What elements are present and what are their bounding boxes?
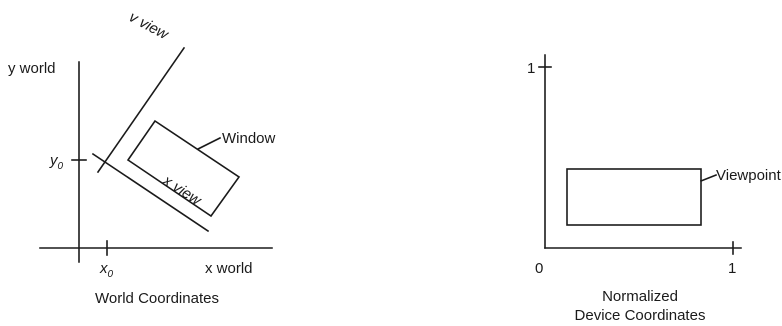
ndc-y-tick-label: 1 — [527, 60, 535, 77]
ndc-viewport-rect — [566, 168, 702, 226]
v-view-axis — [96, 46, 186, 174]
ndc-caption-line2: Device Coordinates — [575, 307, 706, 324]
ndc-origin-label: 0 — [535, 260, 543, 277]
window-label: Window — [222, 130, 276, 147]
world-caption: World Coordinates — [95, 290, 219, 307]
v-view-label: v view — [126, 9, 172, 44]
world-x0-label: x0 — [99, 260, 114, 280]
world-window-rect — [126, 119, 241, 218]
ndc-panel: 1 1 0 Viewpoint Normalized Device Coordi… — [527, 54, 782, 324]
world-x0-letter: x — [99, 260, 108, 277]
ndc-x-tick-label: 1 — [728, 260, 736, 277]
world-y0-letter: y — [49, 152, 59, 169]
world-x0-subscript: 0 — [108, 269, 114, 280]
ndc-caption-line1: Normalized — [602, 288, 678, 305]
world-coordinates-panel: y world x world y0 x0 v view x view Wind… — [8, 9, 276, 307]
x-view-axis — [91, 152, 210, 233]
viewport-label: Viewpoint — [716, 167, 782, 184]
viewport-leader-line — [699, 173, 718, 183]
window-leader-line — [196, 136, 222, 151]
x-view-label: x view — [159, 172, 205, 210]
world-y-axis-label: y world — [8, 60, 56, 77]
world-y0-subscript: 0 — [58, 161, 64, 172]
world-y0-label: y0 — [49, 152, 64, 172]
world-x-axis-label: x world — [205, 260, 253, 277]
